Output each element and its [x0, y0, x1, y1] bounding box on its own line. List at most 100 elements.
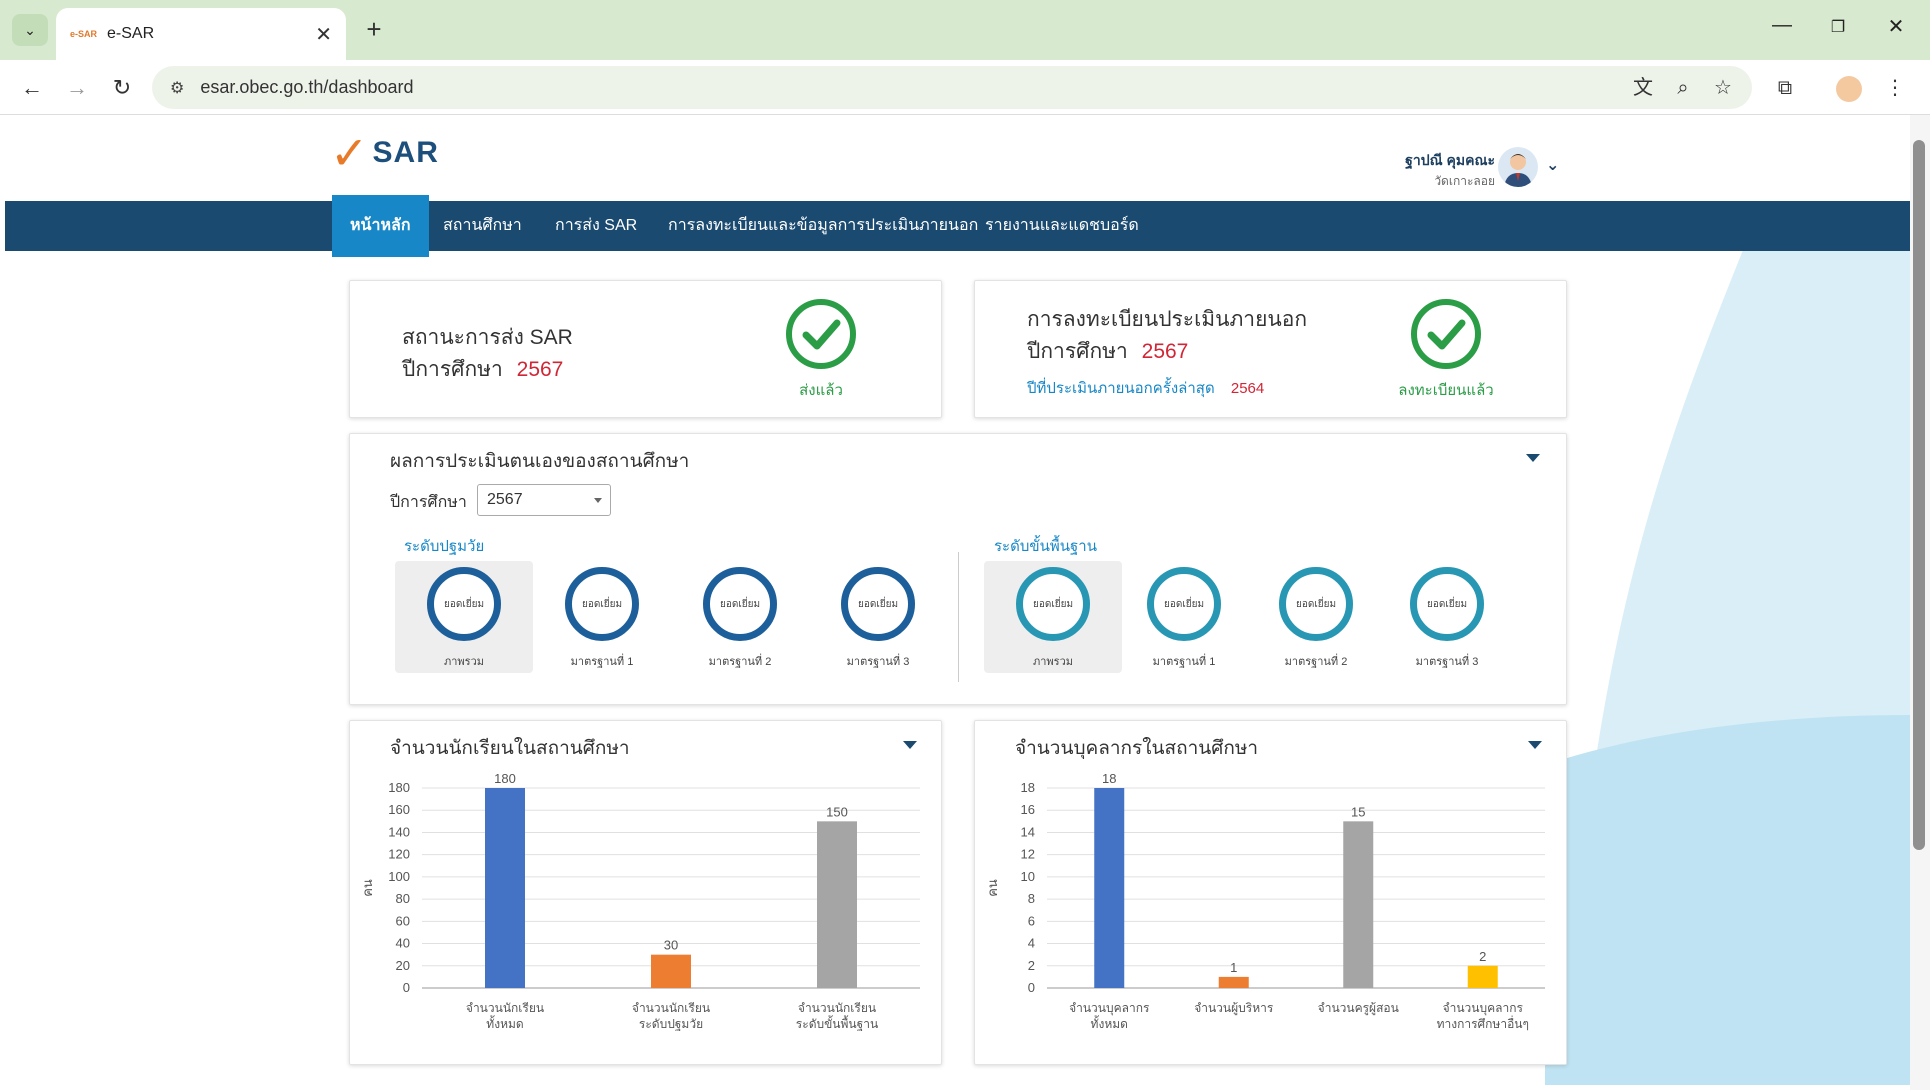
new-tab-button[interactable]: +: [366, 14, 382, 44]
standard-label: ภาพรวม: [1032, 656, 1073, 668]
y-tick-label: 0: [403, 980, 410, 995]
close-tab-icon[interactable]: ✕: [315, 23, 332, 46]
grade-ring[interactable]: ยอดเยี่ยม: [1147, 567, 1221, 641]
staff-chart-card: จำนวนบุคลากรในสถานศึกษา 0 2 4 6 8 10 12 14 16 18 ค…: [974, 720, 1567, 1065]
nav-external-eval[interactable]: การลงทะเบียนและข้อมูลการประเมินภายนอก: [668, 217, 979, 234]
user-menu-chevron-icon[interactable]: ⌄: [1546, 157, 1560, 174]
avatar[interactable]: [1498, 147, 1538, 187]
standard-label: มาตรฐานที่ 2: [708, 656, 772, 668]
nav-sar-submit[interactable]: การส่ง SAR: [555, 217, 638, 234]
last-eval-label: ปีที่ประเมินภายนอกครั้งล่าสุด: [1027, 380, 1215, 397]
address-bar[interactable]: ⚙ esar.obec.go.th/dashboard: [152, 66, 1752, 109]
chart-bar: [485, 788, 525, 988]
user-info[interactable]: ฐาปณี คุมคณะ วัดเกาะลอย: [1385, 150, 1495, 191]
y-tick-label: 120: [388, 847, 410, 862]
chart-bar: [1467, 965, 1498, 988]
grade-ring[interactable]: ยอดเยี่ยม: [1016, 567, 1090, 641]
collapse-caret-icon[interactable]: [903, 741, 917, 749]
nav-reports[interactable]: รายงานและแดชบอร์ด: [985, 217, 1139, 234]
user-name: ฐาปณี คุมคณะ: [1405, 152, 1495, 168]
site-info-icon[interactable]: ⚙: [170, 79, 185, 97]
translate-icon[interactable]: 文: [1633, 77, 1653, 99]
menu-kebab-icon[interactable]: ⋮: [1885, 77, 1905, 99]
basic-level-label: ระดับขั้นพื้นฐาน: [994, 538, 1097, 555]
x-category-label: ระดับปฐมวัย: [639, 1017, 703, 1031]
y-tick-label: 8: [1028, 891, 1035, 906]
chart-bar: [1094, 788, 1125, 988]
grade-ring[interactable]: ยอดเยี่ยม: [703, 567, 777, 641]
back-button[interactable]: ←: [21, 75, 43, 100]
bar-value-label: 150: [826, 804, 848, 819]
external-eval-card: การลงทะเบียนประเมินภายนอก ปีการศึกษา 256…: [974, 280, 1567, 418]
check-circle-icon: [786, 299, 856, 369]
profile-avatar-icon[interactable]: [1836, 76, 1862, 102]
bookmark-star-icon[interactable]: ☆: [1714, 77, 1732, 99]
y-tick-label: 40: [396, 936, 410, 951]
nav-home[interactable]: หน้าหลัก: [332, 195, 429, 257]
x-category-label: จำนวนครูผู้สอน: [1318, 1001, 1399, 1016]
y-tick-label: 10: [1021, 869, 1035, 884]
close-window-button[interactable]: ✕: [1887, 16, 1905, 38]
standard-label: มาตรฐานที่ 1: [570, 656, 634, 668]
extensions-icon[interactable]: ⧉: [1777, 77, 1793, 99]
y-tick-label: 6: [1028, 913, 1035, 928]
standard-label: มาตรฐานที่ 2: [1284, 656, 1348, 668]
tab-title: e-SAR: [107, 25, 155, 42]
x-category-label: จำนวนนักเรียน: [466, 1001, 544, 1015]
main-navigation: หน้าหลัก สถานศึกษา การส่ง SAR การลงทะเบี…: [5, 195, 1910, 257]
nav-school[interactable]: สถานศึกษา: [443, 217, 522, 234]
esar-logo[interactable]: ✓ SAR: [330, 127, 439, 179]
y-tick-label: 0: [1028, 980, 1035, 995]
self-assessment-card: ผลการประเมินตนเองของสถานศึกษา ปีการศึกษา…: [349, 433, 1567, 705]
y-tick-label: 160: [388, 802, 410, 817]
x-category-label: ทั้งหมด: [1091, 1015, 1128, 1031]
sar-year: 2567: [516, 358, 564, 381]
x-category-label: จำนวนบุคลากร: [1069, 1001, 1150, 1016]
sar-status-card: สถานะการส่ง SAR ปีการศึกษา 2567 ส่งแล้ว: [349, 280, 942, 418]
grade-ring[interactable]: ยอดเยี่ยม: [1279, 567, 1353, 641]
grade-ring[interactable]: ยอดเยี่ยม: [427, 567, 501, 641]
external-eval-status: ลงทะเบียนแล้ว: [1398, 382, 1494, 399]
address-toolbar: ← → ↻ ⚙ esar.obec.go.th/dashboard 文 ⌕ ☆ …: [0, 60, 1930, 115]
students-card-title: จำนวนนักเรียนในสถานศึกษา: [390, 738, 630, 759]
sar-status-text: ส่งแล้ว: [799, 382, 843, 399]
scrollbar-thumb[interactable]: [1913, 140, 1925, 850]
divider: [958, 552, 959, 682]
year-select[interactable]: 2567: [477, 484, 611, 516]
collapse-caret-icon[interactable]: [1528, 741, 1542, 749]
grade-ring[interactable]: ยอดเยี่ยม: [1410, 567, 1484, 641]
x-category-label: จำนวนบุคลากร: [1443, 1001, 1524, 1016]
grade-ring[interactable]: ยอดเยี่ยม: [841, 567, 915, 641]
favicon-icon: e-SAR: [70, 29, 98, 39]
grade-ring[interactable]: ยอดเยี่ยม: [565, 567, 639, 641]
tab-search-button[interactable]: ⌄: [12, 14, 48, 46]
y-tick-label: 12: [1021, 847, 1035, 862]
y-tick-label: 20: [396, 958, 410, 973]
x-category-label: จำนวนนักเรียน: [798, 1001, 876, 1015]
y-axis-label: คน: [360, 879, 375, 897]
y-tick-label: 180: [388, 780, 410, 795]
x-category-label: จำนวนผู้บริหาร: [1194, 1001, 1274, 1016]
url-text: esar.obec.go.th/dashboard: [200, 77, 414, 97]
dropdown-arrow-icon: [594, 498, 602, 503]
minimize-button[interactable]: —: [1772, 14, 1792, 36]
collapse-caret-icon[interactable]: [1526, 454, 1540, 462]
restore-button[interactable]: ❐: [1830, 19, 1846, 36]
browser-tab[interactable]: e-SAR e-SAR ✕: [56, 8, 346, 60]
check-circle-icon: [1411, 299, 1481, 369]
standard-label: ภาพรวม: [443, 656, 484, 668]
year-label: ปีการศึกษา: [402, 358, 503, 381]
x-category-label: ทางการศึกษาอื่นๆ: [1437, 1015, 1529, 1031]
forward-button[interactable]: →: [66, 75, 88, 100]
chart-bar: [817, 821, 857, 988]
background-wave: [1545, 245, 1910, 1085]
reload-button[interactable]: ↻: [112, 75, 132, 100]
y-tick-label: 4: [1028, 936, 1035, 951]
students-chart-card: จำนวนนักเรียนในสถานศึกษา 0 20 40 60 80 100 120…: [349, 720, 942, 1065]
bar-value-label: 1: [1230, 960, 1237, 975]
y-tick-label: 18: [1021, 780, 1035, 795]
year-label: ปีการศึกษา: [1027, 340, 1128, 363]
zoom-icon[interactable]: ⌕: [1677, 77, 1689, 99]
chart-bar: [1218, 976, 1249, 988]
